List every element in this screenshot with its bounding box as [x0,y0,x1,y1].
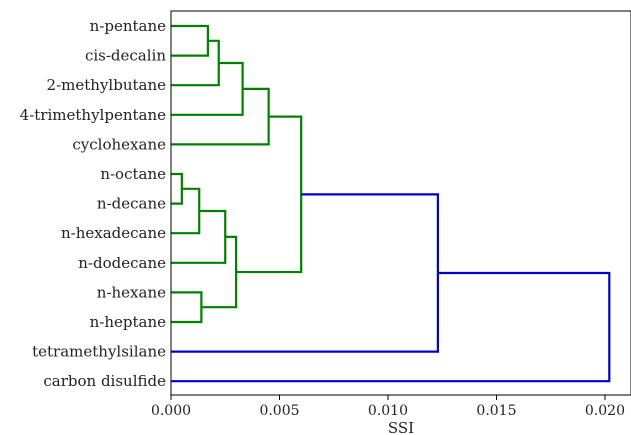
leaf-label-n-pentane: n-pentane [90,17,167,35]
dendrogram-link-4 [171,87,270,146]
x-axis-label: SSI [388,419,414,435]
x-tick-label: 0.010 [368,403,408,419]
leaf-labels: n-pentane cis-decalin 2-methylbutane 4-trim… [20,17,167,390]
x-tick-label: 0.020 [585,403,625,419]
dendrogram-link-11 [171,193,439,353]
leaf-label-n-hexadecane: n-hexadecane [61,224,166,242]
dendrogram-link-2 [171,39,220,87]
dendrogram-link-1 [171,24,209,57]
leaf-label-n-decane: n-decane [97,195,166,213]
leaf-label-carbon-disulfide: carbon disulfide [43,372,166,390]
plot-frame [170,10,631,396]
leaf-label-cyclohexane: cyclohexane [72,135,166,153]
x-axis-ticks: 0.000 0.005 0.010 0.015 0.020 [151,395,625,419]
leaf-label-2-methylbutane: 2-methylbutane [47,76,167,94]
x-tick-label: 0.000 [151,403,191,419]
dendrogram-link-8 [171,291,203,324]
dendrogram-link-5 [171,172,183,205]
dendrogram-link-12 [171,271,611,383]
leaf-label-n-heptane: n-heptane [90,313,167,331]
leaf-label-tetramethylsilane: tetramethylsilane [32,343,166,361]
x-tick-label: 0.015 [476,403,516,419]
dendrogram-link-7 [171,209,227,264]
leaf-label-4-trimethylpentane: 4-trimethylpentane [20,106,166,124]
leaf-label-cis-decalin: cis-decalin [85,47,166,65]
dendrogram-link-9 [201,235,238,309]
leaf-label-n-hexane: n-hexane [97,283,166,301]
leaf-label-n-octane: n-octane [100,165,166,183]
dendrogram-links [171,24,611,383]
dendrogram-link-6 [171,187,201,235]
leaf-label-n-dodecane: n-dodecane [78,254,166,272]
dendrogram-link-3 [171,61,244,116]
x-tick-label: 0.005 [259,403,299,419]
